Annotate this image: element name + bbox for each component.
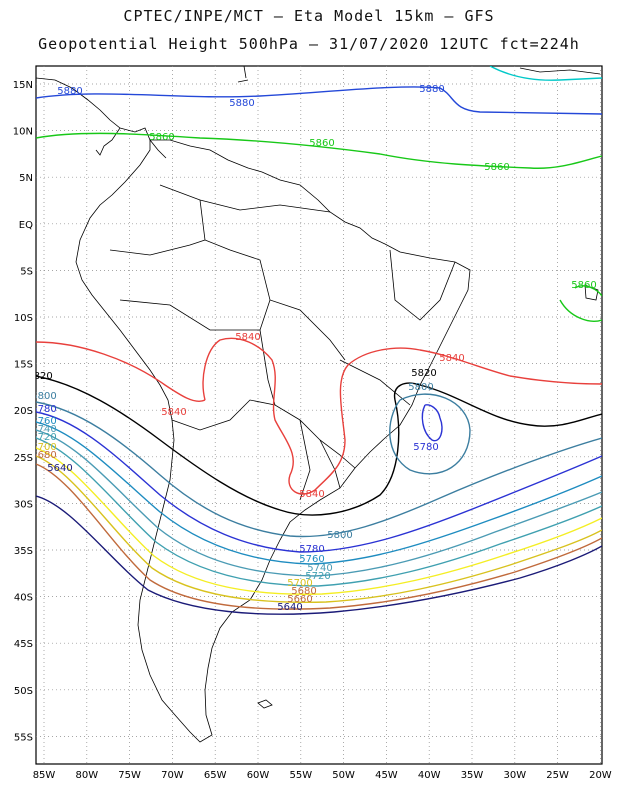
contour-5760	[36, 421, 602, 565]
lat-label-10N: 10N	[13, 127, 33, 138]
lon-label-20W: 20W	[589, 770, 612, 781]
contour-label-5880: 5880	[229, 98, 254, 109]
contour-label-5820: 5820	[27, 371, 52, 382]
contour-5800	[36, 401, 602, 538]
map-frame	[35, 65, 603, 765]
contour-label-5840: 5840	[161, 407, 186, 418]
lat-label-40S: 40S	[14, 593, 33, 604]
contour-5840-west	[36, 341, 206, 402]
lat-label-30S: 30S	[14, 499, 33, 510]
lon-label-65W: 65W	[204, 770, 227, 781]
contour-label-5680: 5680	[31, 450, 56, 461]
contour-5680	[36, 455, 602, 603]
lon-label-75W: 75W	[118, 770, 141, 781]
lon-label-40W: 40W	[418, 770, 441, 781]
contour-5860-island	[559, 285, 602, 322]
contour-label-5860: 5860	[571, 280, 596, 291]
contour-5740	[36, 429, 602, 577]
contour-label-5660: 5660	[287, 594, 312, 605]
lat-label-55S: 55S	[14, 732, 33, 743]
contour-label-5800: 5800	[31, 391, 56, 402]
contour-label-5800: 5800	[327, 530, 352, 541]
lon-label-60W: 60W	[247, 770, 270, 781]
contour-label-5860: 5860	[309, 138, 334, 149]
contour-5640	[36, 495, 602, 615]
contour-label-5740: 5740	[31, 424, 56, 435]
contour-label-5840: 5840	[439, 353, 464, 364]
contour-label-5880: 5880	[419, 84, 444, 95]
lon-label-80W: 80W	[75, 770, 98, 781]
contour-label-5860: 5860	[149, 132, 174, 143]
contour-label-5720: 5720	[31, 432, 56, 443]
contour-label-5780: 5780	[413, 442, 438, 453]
lat-label-EQ: EQ	[19, 220, 33, 231]
contour-labels: 5880 5880 5880 5860 5860 5860 5860 5840 5840 5840…	[27, 84, 597, 613]
lon-label-45W: 45W	[375, 770, 398, 781]
contour-label-5780: 5780	[31, 404, 56, 415]
coastlines-and-borders	[36, 66, 601, 743]
contour-5880	[36, 86, 602, 115]
lon-label-35W: 35W	[461, 770, 484, 781]
contour-5660	[36, 463, 602, 610]
lon-label-85W: 85W	[33, 770, 56, 781]
contour-label-5760: 5760	[31, 416, 56, 427]
contour-label-5860: 5860	[484, 162, 509, 173]
longitude-labels: 85W 80W 75W 70W 65W 60W 55W 50W 45W 40W 35W 30W 25W 2…	[33, 770, 612, 781]
contour-5720	[36, 437, 602, 587]
lon-label-55W: 55W	[289, 770, 312, 781]
contour-label-5880: 5880	[57, 86, 82, 97]
contour-label-5700: 5700	[31, 442, 56, 453]
lat-label-5S: 5S	[20, 266, 33, 277]
lat-label-15N: 15N	[13, 80, 33, 91]
lon-label-50W: 50W	[332, 770, 355, 781]
map-title-line-2: Geopotential Height 500hPa – 31/07/2020 …	[38, 35, 580, 53]
contour-5780-loop	[421, 404, 443, 442]
contour-label-5780: 5780	[299, 544, 324, 555]
lat-label-10S: 10S	[14, 313, 33, 324]
contour-5900	[489, 66, 602, 81]
contour-label-5840: 5840	[235, 332, 260, 343]
lat-label-20S: 20S	[14, 406, 33, 417]
contour-5820	[36, 375, 602, 516]
lat-label-5N: 5N	[19, 173, 33, 184]
contour-5700	[36, 447, 602, 595]
contour-label-5700: 5700	[287, 578, 312, 589]
contour-label-5640: 5640	[277, 602, 302, 613]
contour-label-5640: 5640	[47, 463, 72, 474]
lat-label-50S: 50S	[14, 686, 33, 697]
contour-label-5680: 5680	[291, 586, 316, 597]
contour-label-5740: 5740	[307, 563, 332, 574]
contour-5800-loop	[389, 393, 471, 475]
contour-label-5760: 5760	[299, 554, 324, 565]
map-title-line-1: CPTEC/INPE/MCT – Eta Model 15km – GFS	[123, 7, 495, 25]
contour-5780	[36, 411, 602, 553]
latitude-labels: 15N 10N 5N EQ 5S 10S 15S 20S 25S 30S 35S 40S 45S 50S 5…	[13, 80, 33, 743]
lat-label-15S: 15S	[14, 360, 33, 371]
contour-label-5800: 5800	[408, 382, 433, 393]
lon-label-25W: 25W	[546, 770, 569, 781]
lon-label-70W: 70W	[161, 770, 184, 781]
lat-label-25S: 25S	[14, 453, 33, 464]
contour-5840-north	[202, 337, 602, 495]
lat-label-35S: 35S	[14, 546, 33, 557]
contour-label-5820: 5820	[411, 368, 436, 379]
lon-label-30W: 30W	[503, 770, 526, 781]
contour-label-5840: 5840	[299, 489, 324, 500]
contour-lines	[36, 66, 602, 615]
contour-5860	[36, 132, 602, 169]
contour-label-5720: 5720	[305, 571, 330, 582]
lat-label-45S: 45S	[14, 639, 33, 650]
